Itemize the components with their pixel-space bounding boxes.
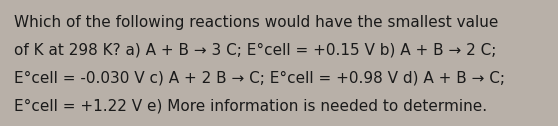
Text: Which of the following reactions would have the smallest value: Which of the following reactions would h… bbox=[14, 15, 498, 30]
Text: E°cell = +1.22 V e) More information is needed to determine.: E°cell = +1.22 V e) More information is … bbox=[14, 98, 487, 113]
Text: E°cell = -0.030 V c) A + 2 B → C; E°cell = +0.98 V d) A + B → C;: E°cell = -0.030 V c) A + 2 B → C; E°cell… bbox=[14, 71, 505, 86]
Text: of K at 298 K? a) A + B → 3 C; E°cell = +0.15 V b) A + B → 2 C;: of K at 298 K? a) A + B → 3 C; E°cell = … bbox=[14, 43, 496, 58]
